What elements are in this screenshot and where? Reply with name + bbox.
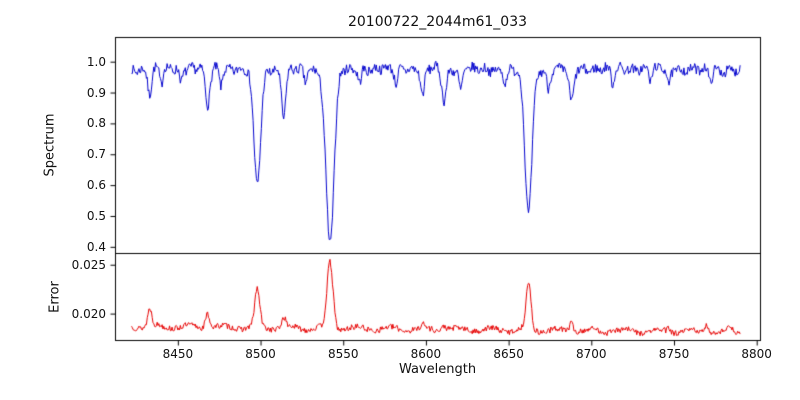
spectrum-ytick-0.7: 0.7 xyxy=(86,147,106,162)
spectrum-ytick-1.0: 1.0 xyxy=(86,54,106,69)
wavelength-axis-label: Wavelength xyxy=(398,362,477,377)
xtick-8450: 8450 xyxy=(162,347,194,361)
xtick-8600: 8600 xyxy=(410,347,442,361)
error-ytick-0.020: 0.020 xyxy=(71,306,106,321)
xtick-8700: 8700 xyxy=(576,347,607,361)
spectrum-ytick-0.6: 0.6 xyxy=(86,178,106,193)
xtick-8650: 8650 xyxy=(493,347,524,361)
xtick-8500: 8500 xyxy=(245,347,276,361)
spectrum-ytick-0.4: 0.4 xyxy=(86,239,106,254)
xtick-8750: 8750 xyxy=(658,347,690,361)
spectrum-ytick-0.5: 0.5 xyxy=(86,208,106,223)
xtick-8800: 8800 xyxy=(741,347,772,361)
spectrum-ytick-0.8: 0.8 xyxy=(86,116,106,131)
spectrum-ytick-0.9: 0.9 xyxy=(86,85,106,100)
error-ytick-0.025: 0.025 xyxy=(71,257,106,272)
xtick-8550: 8550 xyxy=(327,347,359,361)
chart-title: 20100722_2044m61_033 xyxy=(347,14,528,30)
